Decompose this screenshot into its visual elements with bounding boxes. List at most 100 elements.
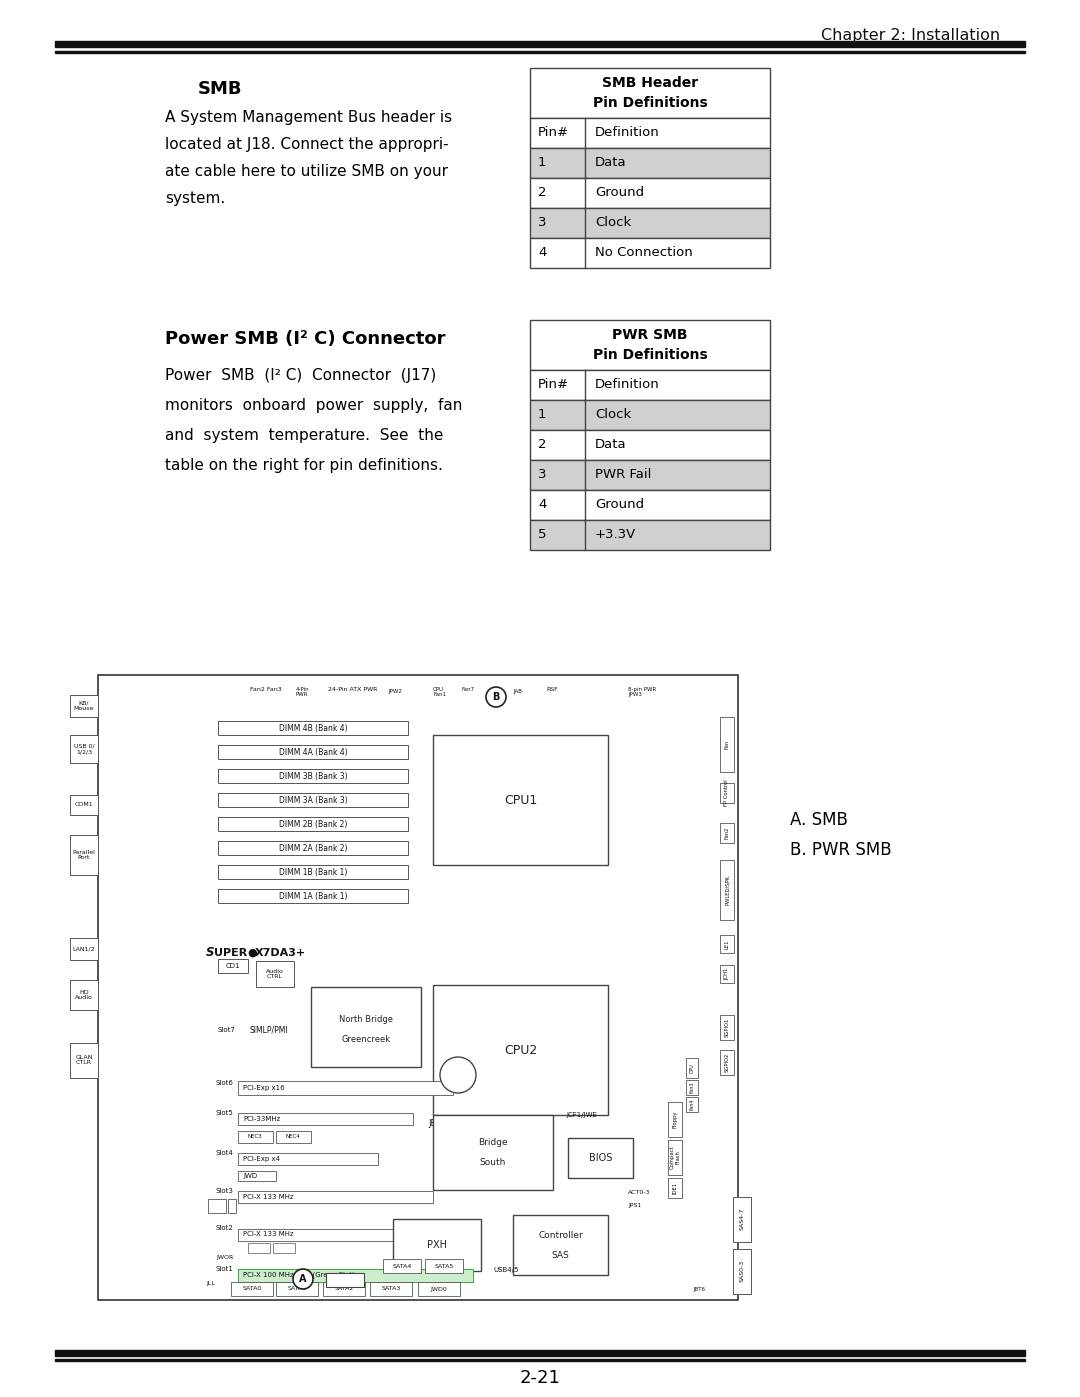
Text: ●: ● — [247, 949, 257, 958]
Text: Controller: Controller — [538, 1231, 583, 1239]
Bar — [426, 1259, 463, 1273]
Bar — [393, 1220, 481, 1271]
Bar — [433, 1115, 553, 1190]
Bar — [433, 735, 608, 865]
Text: PXH: PXH — [427, 1241, 447, 1250]
Text: SGPIO2: SGPIO2 — [725, 1053, 729, 1071]
Text: table on the right for pin definitions.: table on the right for pin definitions. — [165, 458, 443, 474]
Bar — [231, 1282, 273, 1296]
Text: KB/
Mouse: KB/ Mouse — [73, 701, 94, 711]
Text: Definition: Definition — [595, 379, 660, 391]
Bar — [218, 721, 408, 735]
Text: JWOR: JWOR — [216, 1256, 233, 1260]
Text: JPW2: JPW2 — [388, 689, 402, 694]
Text: Fan4: Fan4 — [689, 1099, 694, 1111]
Text: Pin#: Pin# — [538, 379, 569, 391]
Bar — [530, 520, 770, 550]
Text: LAN1/2: LAN1/2 — [72, 947, 95, 951]
Bar — [55, 1359, 1025, 1361]
Bar — [311, 988, 421, 1067]
Bar — [238, 1081, 453, 1095]
Text: Slot4: Slot4 — [216, 1150, 233, 1155]
Text: CD1: CD1 — [226, 963, 240, 970]
Text: Ground: Ground — [595, 499, 644, 511]
Text: Parallel
Port: Parallel Port — [72, 849, 95, 861]
Text: Fan3: Fan3 — [689, 1081, 694, 1094]
Text: Clock: Clock — [595, 217, 631, 229]
Bar — [256, 961, 294, 988]
Text: SAS: SAS — [552, 1250, 569, 1260]
Text: DIMM 4A (Bank 4): DIMM 4A (Bank 4) — [279, 747, 348, 757]
Bar — [720, 717, 734, 773]
Text: Pin#: Pin# — [538, 127, 569, 140]
Text: JPS1: JPS1 — [627, 1203, 642, 1207]
Bar — [238, 1268, 473, 1282]
Text: JCF1/JWE: JCF1/JWE — [566, 1112, 597, 1118]
Text: Compact
Flash: Compact Flash — [670, 1146, 680, 1169]
Bar — [70, 694, 98, 717]
Text: Floppy: Floppy — [673, 1111, 677, 1129]
Bar — [669, 1102, 681, 1137]
Text: +3.3V: +3.3V — [595, 528, 636, 542]
Bar — [218, 888, 408, 902]
Text: RSF: RSF — [546, 687, 557, 692]
Text: system.: system. — [165, 191, 226, 205]
Text: DIMM 4B (Bank 4): DIMM 4B (Bank 4) — [279, 724, 348, 732]
Text: ate cable here to utilize SMB on your: ate cable here to utilize SMB on your — [165, 163, 448, 179]
Bar — [720, 935, 734, 953]
Bar — [418, 1282, 460, 1296]
Text: SMB1: SMB1 — [335, 1277, 355, 1282]
Text: JBT1●: JBT1● — [428, 1119, 454, 1127]
Bar — [218, 841, 408, 855]
Bar — [70, 937, 98, 960]
Bar — [218, 817, 408, 831]
Text: DIMM 3B (Bank 3): DIMM 3B (Bank 3) — [279, 771, 348, 781]
Bar — [218, 958, 248, 972]
Text: located at J18. Connect the appropri-: located at J18. Connect the appropri- — [165, 137, 448, 152]
Text: SIMLP/PMI: SIMLP/PMI — [249, 1025, 288, 1035]
Bar — [238, 1229, 433, 1241]
Bar — [70, 735, 98, 763]
Text: B. PWR SMB: B. PWR SMB — [789, 841, 892, 859]
Text: Audio
CTRL: Audio CTRL — [266, 968, 284, 979]
Text: JWD0: JWD0 — [431, 1287, 447, 1291]
Text: CPU1: CPU1 — [504, 793, 537, 806]
Text: SATA2: SATA2 — [335, 1287, 353, 1291]
Bar — [218, 793, 408, 807]
Bar — [513, 1215, 608, 1275]
Bar — [530, 68, 770, 117]
Bar — [218, 768, 408, 782]
Bar — [248, 1243, 270, 1253]
Bar — [669, 1140, 681, 1175]
Text: CPU2: CPU2 — [504, 1044, 537, 1056]
Bar — [720, 782, 734, 803]
Text: South: South — [480, 1158, 507, 1166]
Text: IDE1: IDE1 — [673, 1182, 677, 1194]
Text: USB 0/
1/2/3: USB 0/ 1/2/3 — [73, 743, 94, 754]
Text: PCI-X 133 MHz: PCI-X 133 MHz — [243, 1231, 294, 1236]
Text: Fan: Fan — [725, 740, 729, 749]
Text: PWR Fail: PWR Fail — [595, 468, 651, 482]
Text: CPU: CPU — [689, 1063, 694, 1073]
Text: Chapter 2: Installation: Chapter 2: Installation — [821, 28, 1000, 43]
Text: B: B — [492, 692, 500, 703]
Text: Power  SMB  (I² C)  Connector  (J17): Power SMB (I² C) Connector (J17) — [165, 367, 436, 383]
Text: Greencreek: Greencreek — [341, 1035, 391, 1044]
Bar — [98, 675, 738, 1301]
Text: JCH1: JCH1 — [725, 968, 729, 981]
Text: SATA5: SATA5 — [434, 1263, 454, 1268]
Text: SATA4: SATA4 — [392, 1263, 411, 1268]
Text: A: A — [299, 1274, 307, 1284]
Text: ACT0-3: ACT0-3 — [627, 1190, 650, 1196]
Text: S: S — [206, 947, 215, 960]
Bar — [530, 400, 770, 430]
Text: SMB Header
Pin Definitions: SMB Header Pin Definitions — [593, 77, 707, 110]
Text: Ground: Ground — [595, 187, 644, 200]
Bar — [70, 1044, 98, 1078]
Text: PCI-Exp x16: PCI-Exp x16 — [243, 1085, 285, 1091]
Text: JLL: JLL — [206, 1281, 215, 1285]
Text: SATA1: SATA1 — [287, 1287, 307, 1291]
Text: SGPIO1: SGPIO1 — [725, 1018, 729, 1037]
Text: Slot6: Slot6 — [216, 1080, 234, 1085]
Text: 1: 1 — [538, 156, 546, 169]
